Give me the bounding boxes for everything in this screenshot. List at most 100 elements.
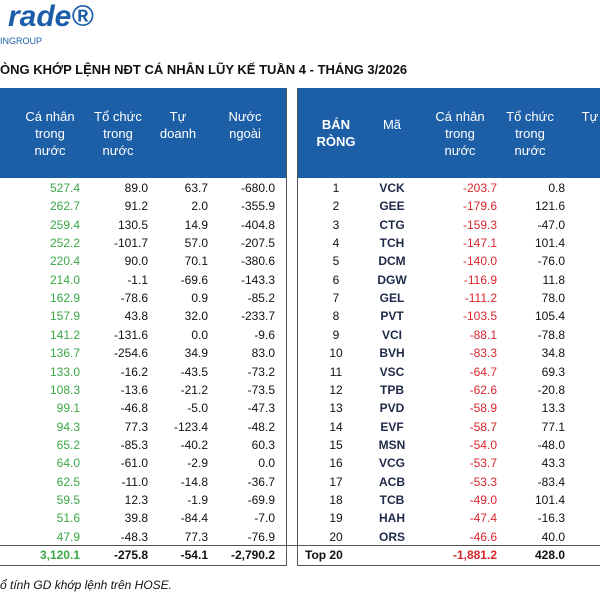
cell: 34.9 [184, 346, 208, 361]
column-header: Cá nhân trong nước [435, 109, 485, 158]
cell: 40.0 [541, 529, 565, 544]
cell: -5.0 [187, 401, 208, 416]
cell: ORS [378, 529, 405, 544]
cell: -123.4 [173, 419, 208, 434]
cell: 157.9 [49, 309, 80, 324]
cell: -116.9 [463, 272, 497, 287]
cell: -16.2 [120, 364, 148, 379]
cell: 59.5 [56, 492, 80, 507]
cell: -131.6 [113, 327, 148, 342]
cell: 94.3 [56, 419, 80, 434]
cell: -61.0 [120, 456, 148, 471]
cell: -47.0 [537, 217, 565, 232]
cell: -254.6 [113, 346, 148, 361]
cell: -48.3 [120, 529, 148, 544]
cell: 91.2 [124, 199, 148, 214]
cell: TCB [379, 492, 405, 507]
cell: -21.2 [180, 382, 208, 397]
cell: 64.0 [56, 456, 80, 471]
logo: rade® [8, 0, 94, 33]
cell: 105.4 [534, 309, 565, 324]
logo-sub: INGROUP [0, 36, 43, 46]
cell: 32.0 [184, 309, 208, 324]
cell: -1.9 [187, 492, 208, 507]
right-border [297, 88, 600, 566]
cell: ACB [379, 474, 405, 489]
column-header: Nước ngoài [228, 109, 262, 141]
cell: -53.7 [469, 456, 497, 471]
cell: -53.3 [469, 474, 497, 489]
cell: -1.1 [127, 272, 148, 287]
cell: 34.8 [541, 346, 565, 361]
cell: VCK [379, 181, 405, 195]
cell: 62.5 [56, 474, 80, 489]
cell: 17 [329, 474, 343, 489]
cell: 78.0 [541, 291, 565, 306]
cell: 252.2 [49, 236, 80, 251]
cell: 77.3 [184, 529, 208, 544]
cell: 1 [332, 181, 340, 195]
cell: 0.8 [548, 181, 565, 195]
cell: 136.7 [49, 346, 80, 361]
total-cell: 3,120.1 [39, 548, 80, 562]
cell: 39.8 [124, 511, 148, 526]
column-header: Tự [581, 109, 599, 124]
column-header: BÁN RÒNG [316, 117, 356, 149]
cell: 108.3 [49, 382, 80, 397]
cell: -680.0 [240, 181, 275, 195]
cell: -43.5 [180, 364, 208, 379]
cell: 0.0 [258, 456, 275, 471]
cell: 89.0 [124, 181, 148, 195]
cell: -69.6 [180, 272, 208, 287]
cell: -2.9 [187, 456, 208, 471]
cell: -48.0 [537, 437, 565, 452]
cell: 141.2 [49, 327, 80, 342]
footnote: ổ tính GD khớp lệnh trên HOSE. [0, 578, 173, 592]
left-border [0, 88, 287, 566]
cell: 262.7 [49, 199, 80, 214]
cell: BVH [379, 346, 405, 361]
cell: -140.0 [462, 254, 497, 269]
cell: -78.6 [120, 291, 148, 306]
column-header: Tổ chức trong nước [506, 109, 554, 158]
cell: 3 [332, 217, 340, 232]
cell: -20.8 [537, 382, 565, 397]
cell: -76.9 [247, 529, 275, 544]
cell: 14.9 [184, 217, 208, 232]
cell: -13.6 [120, 382, 148, 397]
cell: -14.8 [180, 474, 208, 489]
total-cell: -275.8 [113, 548, 148, 562]
cell: 130.5 [117, 217, 148, 232]
cell: 11 [329, 364, 343, 379]
cell: 259.4 [49, 217, 80, 232]
cell: 16 [329, 456, 343, 471]
cell: PVT [380, 309, 404, 324]
cell: -64.7 [469, 364, 497, 379]
cell: DGW [377, 272, 407, 287]
cell: -7.0 [254, 511, 275, 526]
column-header: Tổ chức trong nước [94, 109, 142, 158]
title: ÒNG KHỚP LỆNH NĐT CÁ NHÂN LŨY KẾ TUẦN 4 … [0, 62, 408, 77]
cell: VCI [381, 327, 402, 342]
cell: TPB [380, 382, 404, 397]
cell: 43.8 [124, 309, 148, 324]
column-header: Mã [382, 117, 402, 132]
left-header-bg [0, 88, 286, 178]
cell: 77.3 [124, 419, 148, 434]
cell: 7 [332, 291, 340, 306]
total-cell: -2,790.2 [230, 548, 275, 562]
cell: -85.2 [247, 291, 275, 306]
cell: -233.7 [240, 309, 275, 324]
cell: TCH [379, 236, 405, 251]
cell: -47.3 [247, 401, 275, 416]
cell: -49.0 [469, 492, 497, 507]
cell: 13.3 [541, 401, 565, 416]
cell: -355.9 [240, 199, 275, 214]
cell: 5 [332, 254, 340, 269]
cell: EVF [380, 419, 404, 434]
cell: VSC [379, 364, 405, 379]
cell: -203.7 [462, 181, 497, 195]
cell: -73.2 [247, 364, 275, 379]
cell: -78.8 [537, 327, 565, 342]
cell: -48.2 [247, 419, 275, 434]
